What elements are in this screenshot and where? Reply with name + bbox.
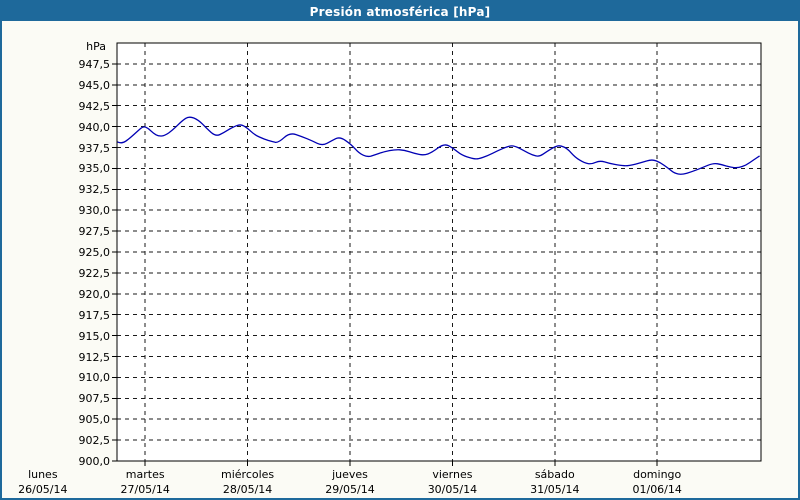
pressure-series-line xyxy=(117,116,760,175)
title-bar: Presión atmosférica [hPa] xyxy=(2,2,798,21)
x-date-label: 28/05/14 xyxy=(222,483,273,496)
x-weekday-label: lunes xyxy=(28,468,58,481)
y-tick-label: 927,5 xyxy=(78,225,111,239)
y-tick-label: 937,5 xyxy=(78,141,111,155)
y-tick-label: 925,0 xyxy=(78,246,111,259)
x-date-label: 31/05/14 xyxy=(530,483,580,496)
y-axis-unit-label: hPa xyxy=(86,40,106,53)
y-tick-label: 905,0 xyxy=(78,413,111,427)
y-tick-label: 940,0 xyxy=(78,120,111,134)
y-tick-label: 902,5 xyxy=(78,434,111,448)
y-tick-label: 915,0 xyxy=(78,329,111,343)
x-date-label: 26/05/14 xyxy=(18,483,68,496)
chart-area: hPa 947,5 945,0 942,5 940,0 937,5 935,0 932,5 9… xyxy=(2,21,798,498)
y-tick-label: 900,0 xyxy=(78,455,111,468)
y-tick-label: 930,0 xyxy=(78,204,111,218)
x-date-label: 01/06/14 xyxy=(632,483,682,496)
x-weekday-label: sábado xyxy=(534,468,575,481)
x-weekday-label: domingo xyxy=(633,468,682,481)
y-tick-label: 907,5 xyxy=(78,392,111,406)
y-tick-label: 922,5 xyxy=(78,266,111,280)
y-tick-label: 912,5 xyxy=(78,350,111,364)
y-tick-label: 920,0 xyxy=(78,287,111,301)
x-date-label: 29/05/14 xyxy=(325,483,375,496)
y-tick-label: 935,0 xyxy=(78,162,111,176)
y-tick-label: 910,0 xyxy=(78,371,111,385)
x-weekday-label: jueves xyxy=(332,468,368,481)
y-tick-label: 942,5 xyxy=(78,99,111,113)
x-weekday-label: viernes xyxy=(432,468,473,481)
y-tick-label: 932,5 xyxy=(78,183,111,197)
x-date-label: 27/05/14 xyxy=(120,483,170,496)
x-weekday-label: martes xyxy=(125,468,165,481)
y-tick-label: 917,5 xyxy=(78,308,111,322)
y-tick-label: 947,5 xyxy=(78,57,111,71)
chart-title: Presión atmosférica [hPa] xyxy=(309,4,491,19)
x-date-label: 30/05/14 xyxy=(427,483,478,496)
pressure-line-chart xyxy=(112,42,762,466)
y-tick-label: 945,0 xyxy=(78,78,111,92)
x-weekday-label: miércoles xyxy=(221,468,275,481)
